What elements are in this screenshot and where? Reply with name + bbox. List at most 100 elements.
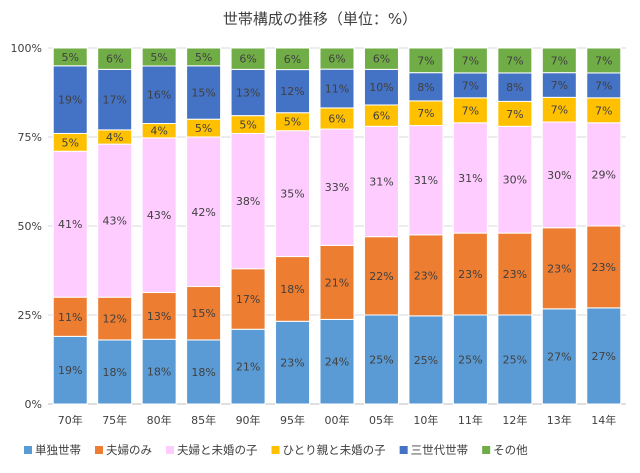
- bar-segment: [275, 130, 311, 258]
- bar-segment: [363, 125, 399, 238]
- bar-segment: [408, 47, 444, 74]
- bar-segment: [497, 47, 533, 74]
- data-label: 23%: [503, 268, 527, 281]
- y-tick-label: 25%: [18, 309, 42, 322]
- bar-segment: [363, 47, 399, 70]
- data-label: 5%: [150, 51, 167, 64]
- bar-segment: [230, 47, 266, 70]
- bar-segment: [275, 256, 311, 322]
- legend-label: 夫婦のみ: [106, 443, 152, 457]
- data-label: 43%: [102, 215, 126, 228]
- data-label: 7%: [462, 104, 479, 117]
- legend-label: 夫婦と未婚の子: [177, 443, 258, 457]
- bar-segment: [408, 315, 444, 405]
- bar-segment: [452, 314, 488, 405]
- data-label: 5%: [62, 51, 79, 64]
- data-label: 7%: [595, 54, 612, 67]
- bar-segment: [230, 268, 266, 330]
- data-label: 17%: [236, 293, 260, 306]
- data-label: 13%: [147, 310, 171, 323]
- bar-segment: [408, 100, 444, 127]
- x-tick-label: 10年: [413, 413, 438, 427]
- data-label: 18%: [147, 366, 171, 379]
- x-tick-label: 70年: [58, 413, 83, 427]
- x-axis-ticks: 70年 75年 80年 85年 90年 95年 00年 05年 10年 11年 12年 13年 14年: [58, 413, 617, 427]
- data-label: 12%: [280, 85, 304, 98]
- bar-segment: [452, 232, 488, 316]
- data-label: 23%: [414, 269, 438, 282]
- bar-segment: [452, 122, 488, 234]
- bar-segment: [497, 125, 533, 234]
- data-label: 22%: [369, 270, 393, 283]
- data-label: 30%: [503, 174, 527, 187]
- data-label: 7%: [506, 108, 523, 121]
- bar-segment: [97, 296, 133, 341]
- y-tick-label: 50%: [18, 220, 42, 233]
- data-label: 25%: [414, 354, 438, 367]
- bar-segment: [52, 65, 88, 134]
- data-label: 11%: [325, 83, 349, 96]
- data-label: 4%: [106, 131, 123, 144]
- data-label: 43%: [147, 209, 171, 222]
- bar-segment: [497, 314, 533, 405]
- bar-segment: [319, 244, 355, 320]
- bar-segment: [141, 338, 177, 405]
- x-tick-label: 95年: [280, 413, 305, 427]
- data-label: 6%: [239, 53, 256, 66]
- data-label: 4%: [150, 125, 167, 138]
- data-label: 19%: [58, 94, 82, 107]
- data-label: 6%: [373, 110, 390, 123]
- data-label: 27%: [592, 350, 616, 363]
- bar-segment: [141, 47, 177, 67]
- bar-segment: [586, 307, 622, 405]
- data-label: 31%: [414, 174, 438, 187]
- bar-segment: [497, 232, 533, 316]
- bar-segment: [452, 47, 488, 74]
- bar-segment: [541, 308, 577, 405]
- data-label: 13%: [236, 87, 260, 100]
- bar-segment: [319, 68, 355, 109]
- bar-segment: [52, 150, 88, 298]
- data-label: 21%: [325, 276, 349, 289]
- data-label: 25%: [503, 354, 527, 367]
- legend-label: 三世代世帯: [411, 443, 469, 457]
- bars: [52, 47, 622, 405]
- data-label: 10%: [369, 81, 393, 94]
- bar-segment: [141, 292, 177, 340]
- y-tick-label: 0%: [25, 398, 42, 411]
- legend-swatch: [166, 446, 174, 454]
- data-label: 15%: [191, 87, 215, 100]
- data-label: 6%: [328, 112, 345, 125]
- data-label: 31%: [458, 172, 482, 185]
- bar-segment: [230, 132, 266, 270]
- data-labels: 19% 11% 41% 5% 19% 5% 18% 12% 43% 4% 17% 6% 18% 13% 43…: [58, 51, 616, 379]
- bar-segment: [541, 227, 577, 310]
- x-tick-label: 11年: [458, 413, 483, 427]
- data-label: 7%: [462, 54, 479, 67]
- data-label: 6%: [328, 53, 345, 66]
- bar-segment: [452, 72, 488, 99]
- chart-title: 世帯構成の推移（単位：%）: [223, 10, 417, 28]
- bar-segment: [186, 339, 222, 405]
- bar-segment: [52, 296, 88, 337]
- data-label: 24%: [325, 356, 349, 369]
- x-tick-label: 14年: [591, 413, 616, 427]
- bar-segment: [52, 47, 88, 67]
- data-label: 6%: [373, 53, 390, 66]
- data-label: 15%: [191, 307, 215, 320]
- bar-segment: [408, 72, 444, 102]
- data-label: 27%: [547, 350, 571, 363]
- bar-segment: [186, 65, 222, 120]
- x-tick-label: 00年: [325, 413, 350, 427]
- bar-segment: [97, 339, 133, 405]
- data-label: 7%: [551, 104, 568, 117]
- legend-swatch: [399, 446, 408, 454]
- x-tick-label: 13年: [547, 413, 572, 427]
- data-label: 17%: [102, 94, 126, 107]
- data-label: 5%: [239, 119, 256, 132]
- bar-segment: [275, 320, 311, 405]
- data-label: 7%: [417, 54, 434, 67]
- bar-segment: [52, 335, 88, 405]
- data-label: 7%: [551, 79, 568, 92]
